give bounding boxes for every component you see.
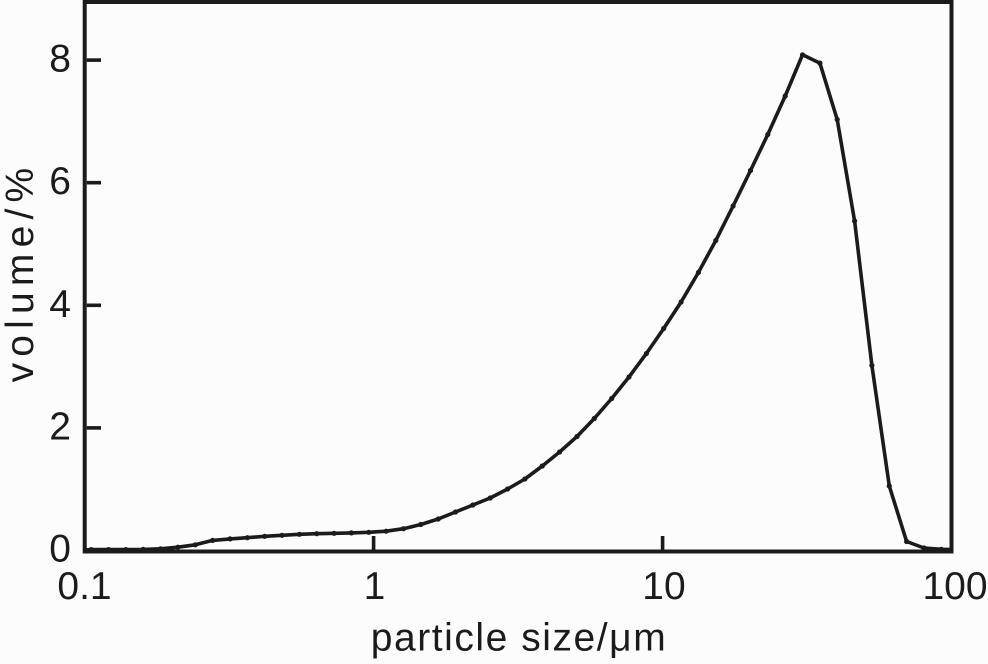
svg-text:8: 8 (49, 38, 71, 81)
svg-text:6: 6 (49, 160, 71, 203)
svg-text:0: 0 (49, 528, 71, 571)
svg-text:particle size/μm: particle size/μm (371, 617, 668, 660)
svg-text:1: 1 (364, 565, 386, 608)
svg-text:0.1: 0.1 (57, 565, 111, 608)
svg-text:volume/%: volume/% (0, 162, 42, 383)
svg-text:10: 10 (642, 565, 685, 608)
svg-text:2: 2 (49, 405, 71, 448)
svg-text:4: 4 (49, 283, 71, 326)
svg-text:100: 100 (922, 565, 987, 608)
